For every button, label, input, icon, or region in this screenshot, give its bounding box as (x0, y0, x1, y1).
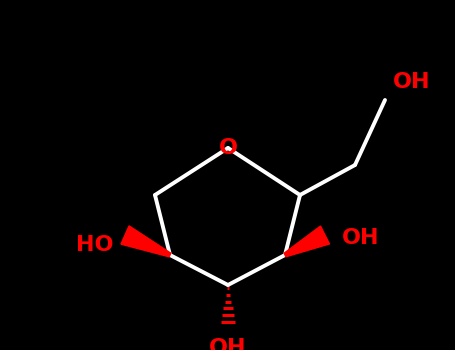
Text: OH: OH (209, 338, 247, 350)
Text: OH: OH (393, 72, 430, 92)
Polygon shape (121, 226, 171, 257)
Text: O: O (218, 138, 238, 158)
Polygon shape (284, 226, 329, 257)
Text: OH: OH (342, 228, 379, 248)
Text: HO: HO (76, 235, 113, 255)
